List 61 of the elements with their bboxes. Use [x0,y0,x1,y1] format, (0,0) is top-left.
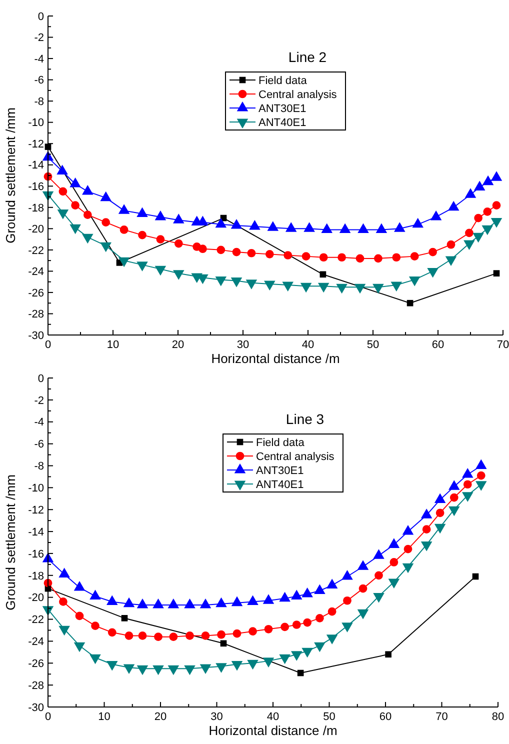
x-tick-label: 30 [210,711,223,723]
legend-label: ANT40E1 [258,116,306,129]
y-tick-label: -24 [28,266,44,278]
y-tick-label: -12 [28,504,44,516]
y-axis-title: Ground settlement /mm [3,474,18,610]
y-tick-label: -10 [28,117,44,130]
y-tick-label: -20 [28,224,44,236]
y-tick-label: -28 [28,308,44,321]
y-tick-label: -12 [28,138,44,150]
y-tick-label: 0 [38,10,44,23]
x-tick-label: 60 [432,339,444,351]
x-axis-title: Horizontal distance /m [211,351,340,366]
y-tick-label: -14 [28,526,44,538]
y-tick-label: -8 [34,460,44,473]
y-tick-label: -2 [34,32,44,44]
text: Line 3 [286,411,324,427]
y-tick-label: -30 [28,702,44,714]
legend-label: Field data [258,74,308,87]
x-tick-label: 80 [492,711,504,723]
x-axis-title: Horizontal distance /m [208,723,338,738]
text: Line 2 [288,49,327,65]
x-tick-label: 10 [98,711,110,723]
x-tick-label: 10 [106,339,120,351]
x-tick-label: 50 [366,339,380,351]
y-tick-label: -24 [28,636,44,648]
y-tick-label: -16 [28,180,44,193]
legend-label: Central analysis [256,450,335,463]
x-tick-label: 60 [379,711,392,723]
y-tick-label: -22 [28,244,44,257]
y-tick-label: 0 [38,372,44,385]
legend-label: ANT40E1 [256,478,304,491]
legend-label: ANT30E1 [258,102,306,115]
y-tick-label: -26 [28,658,44,670]
x-tick-label: 20 [154,711,167,723]
x-tick-label: 50 [323,711,336,723]
y-tick-label: -26 [28,287,44,300]
legend-label: Central analysis [258,88,338,101]
y-tick-label: -4 [34,416,44,429]
y-tick-label: -10 [28,482,44,495]
x-tick-label: 40 [302,339,314,351]
y-tick-label: -18 [28,570,44,582]
y-tick-label: -22 [28,614,44,626]
y-tick-label: -6 [34,74,44,87]
y-axis-title: Ground settlement /mm [3,108,18,244]
legend-label: ANT30E1 [256,464,304,477]
y-tick-label: -6 [34,438,44,451]
y-tick-label: -14 [28,160,44,172]
x-tick-label: 70 [496,339,509,351]
x-tick-label: 70 [436,711,448,723]
y-tick-label: -8 [34,96,44,108]
legend-label: Field data [256,436,306,449]
y-tick-label: -2 [34,394,44,407]
x-tick-label: 30 [236,339,250,351]
y-tick-label: -20 [28,592,44,604]
y-tick-label: -30 [28,330,44,342]
y-tick-label: -4 [34,53,44,66]
x-tick-label: 20 [172,339,184,351]
y-tick-label: -28 [28,680,44,692]
y-tick-label: -18 [28,202,44,214]
x-tick-label: 40 [266,711,280,723]
y-tick-label: -16 [28,548,44,560]
